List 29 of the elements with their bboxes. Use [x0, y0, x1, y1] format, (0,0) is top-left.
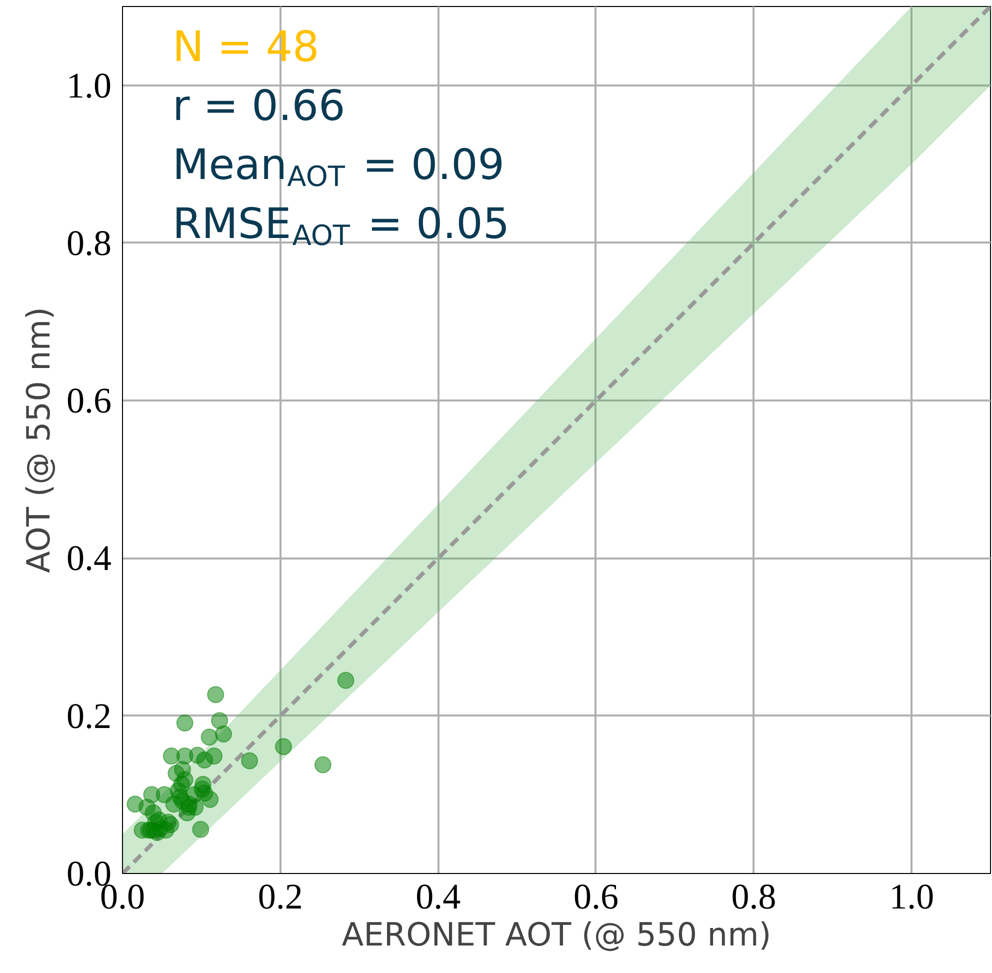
- point: [337, 672, 354, 689]
- x-tick-label: 1.0: [889, 876, 934, 916]
- point: [207, 686, 224, 704]
- x-axis-title: AERONET AOT (@ 550 nm): [342, 916, 772, 954]
- point: [211, 712, 228, 730]
- point: [148, 824, 166, 841]
- y-tick-label: 0.2: [66, 696, 112, 736]
- x-tick-label: 0.8: [731, 876, 776, 916]
- point: [196, 752, 214, 768]
- annotation: N = 48: [172, 22, 320, 71]
- x-tick-label: 0.4: [416, 876, 461, 916]
- point: [194, 780, 211, 798]
- point: [274, 738, 292, 756]
- y-tick-label: 0.4: [66, 538, 112, 578]
- x-tick-label: 0.2: [258, 876, 303, 916]
- y-axis-title: AOT (@ 550 nm): [20, 306, 58, 574]
- annotation: r = 0.66: [172, 81, 346, 130]
- x-tick-label: 0.6: [573, 876, 618, 916]
- y-tick-label: 0.6: [66, 380, 112, 421]
- point: [172, 788, 189, 806]
- point: [192, 820, 210, 838]
- y-tick-label: 0.8: [66, 222, 112, 263]
- point: [176, 714, 194, 732]
- point: [314, 756, 332, 774]
- point: [134, 822, 151, 839]
- point: [200, 728, 218, 746]
- point: [241, 752, 258, 770]
- y-tick-label: 1.0: [66, 65, 112, 106]
- point: [215, 726, 232, 742]
